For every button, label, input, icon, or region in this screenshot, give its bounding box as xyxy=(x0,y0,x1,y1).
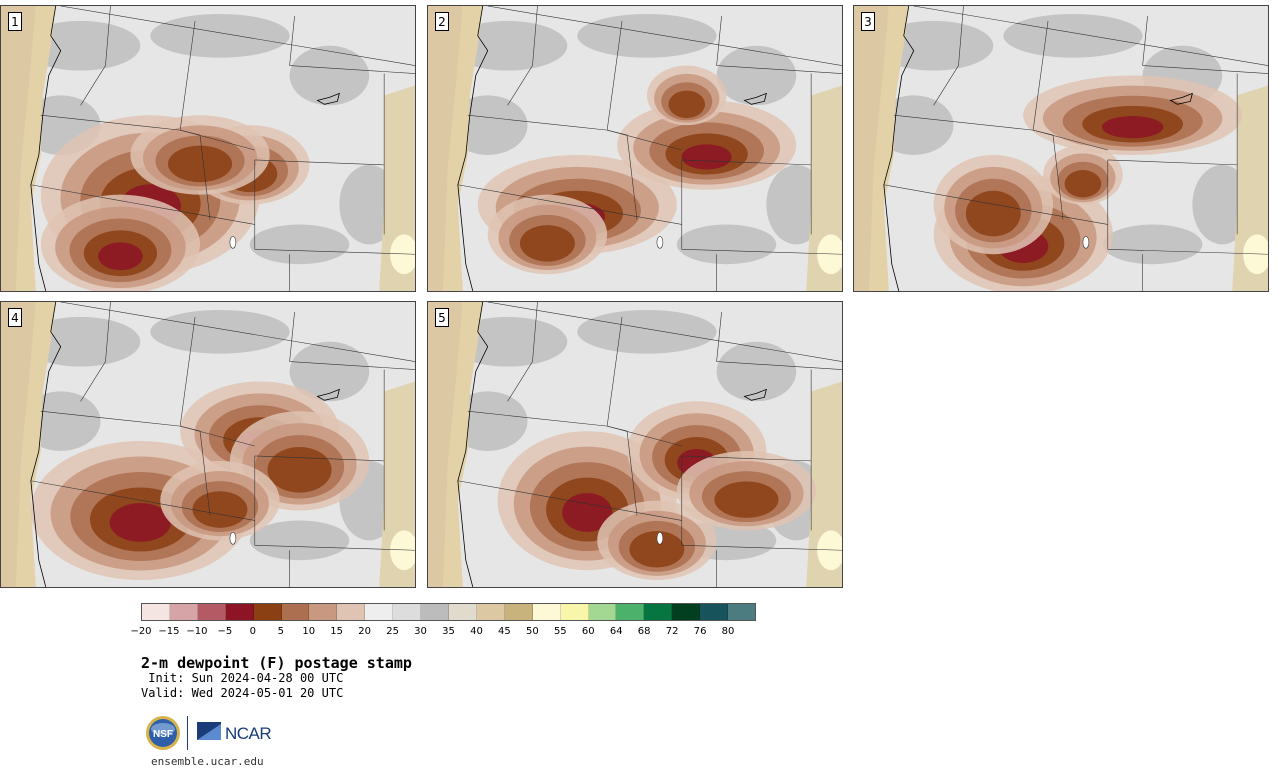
color-scale-swatch xyxy=(728,604,755,620)
color-scale-swatch xyxy=(337,604,366,620)
color-scale-tick-label: 10 xyxy=(302,626,316,637)
color-scale-tick-label: 76 xyxy=(693,626,707,637)
color-scale-ticks: −20 −15 −10 −5 0 5 10 15 20 25 30 35 40 45 50 55 60 64 68 7… xyxy=(130,626,756,640)
color-scale-tick-label: 64 xyxy=(609,626,623,637)
map-panel-2: 2 xyxy=(427,5,843,292)
dewpoint-map-5 xyxy=(428,302,842,587)
color-scale-swatch xyxy=(253,604,282,620)
ncar-logo-text: NCAR xyxy=(225,724,272,743)
color-scale-bar xyxy=(141,603,756,621)
color-scale-tick-label: 15 xyxy=(330,626,344,637)
color-scale-tick-label: −20 xyxy=(130,626,152,637)
color-scale-tick-label: 5 xyxy=(277,626,284,637)
color-scale-tick-label: −5 xyxy=(217,626,233,637)
color-scale-swatch xyxy=(644,604,673,620)
map-panel-3: 3 xyxy=(853,5,1269,292)
color-scale-tick-label: 45 xyxy=(498,626,511,637)
color-scale-swatch xyxy=(421,604,449,620)
color-scale-tick-label: 68 xyxy=(637,626,651,637)
dewpoint-map-2 xyxy=(428,6,842,291)
color-scale-tick-label: 72 xyxy=(665,626,679,637)
color-scale-swatch xyxy=(700,604,729,620)
panel-label: 4 xyxy=(8,308,22,327)
color-scale-swatch xyxy=(142,604,170,620)
panel-label: 2 xyxy=(435,12,449,31)
nsf-logo-icon: NSF xyxy=(146,716,180,750)
color-scale-swatch xyxy=(169,604,198,620)
color-scale-swatch xyxy=(476,604,505,620)
color-scale-swatch xyxy=(365,604,394,620)
map-panel-5: 5 xyxy=(427,301,843,588)
sponsor-logos: NSF NCAR xyxy=(145,714,275,752)
dewpoint-map-4 xyxy=(1,302,415,587)
color-scale-tick-label: −10 xyxy=(186,626,208,637)
color-scale-swatch xyxy=(560,604,589,620)
color-scale-tick-label: 80 xyxy=(721,626,735,637)
color-scale-swatch xyxy=(504,604,533,620)
dewpoint-map-1 xyxy=(1,6,415,291)
color-scale-swatch xyxy=(225,604,254,620)
nsf-logo-text: NSF xyxy=(153,729,173,740)
color-scale-tick-label: 20 xyxy=(358,626,371,637)
color-scale-tick-label: 60 xyxy=(581,626,595,637)
color-scale-tick-label: 55 xyxy=(553,626,567,637)
valid-time: Valid: Wed 2024-05-01 20 UTC xyxy=(141,686,344,700)
map-panel-1: 1 xyxy=(0,5,416,292)
color-scale-swatch xyxy=(393,604,422,620)
color-scale-swatch xyxy=(197,604,226,620)
color-scale-swatch xyxy=(281,604,310,620)
panel-label: 1 xyxy=(8,12,22,31)
logo-divider xyxy=(187,716,188,750)
init-time: Init: Sun 2024-04-28 00 UTC xyxy=(141,671,344,685)
color-scale-tick-label: −15 xyxy=(158,626,180,637)
color-scale-tick-label: 30 xyxy=(414,626,427,637)
website-url: ensemble.ucar.edu xyxy=(151,755,264,768)
ncar-logo-icon xyxy=(197,722,221,740)
color-scale-tick-label: 0 xyxy=(249,626,256,637)
color-scale-tick-label: 25 xyxy=(386,626,399,637)
color-scale-tick-label: 35 xyxy=(442,626,455,637)
panel-label: 5 xyxy=(435,308,449,327)
color-scale-tick-label: 50 xyxy=(525,626,539,637)
chart-title: 2-m dewpoint (F) postage stamp xyxy=(141,654,412,672)
color-scale-swatch xyxy=(448,604,477,620)
map-panel-4: 4 xyxy=(0,301,416,588)
color-scale-swatch xyxy=(616,604,645,620)
color-scale-tick-label: 40 xyxy=(470,626,483,637)
color-scale-swatch xyxy=(588,604,617,620)
color-scale-swatch xyxy=(309,604,338,620)
panel-label: 3 xyxy=(861,12,875,31)
color-scale-swatch xyxy=(672,604,701,620)
dewpoint-map-3 xyxy=(854,6,1268,291)
color-scale-swatch xyxy=(532,604,561,620)
